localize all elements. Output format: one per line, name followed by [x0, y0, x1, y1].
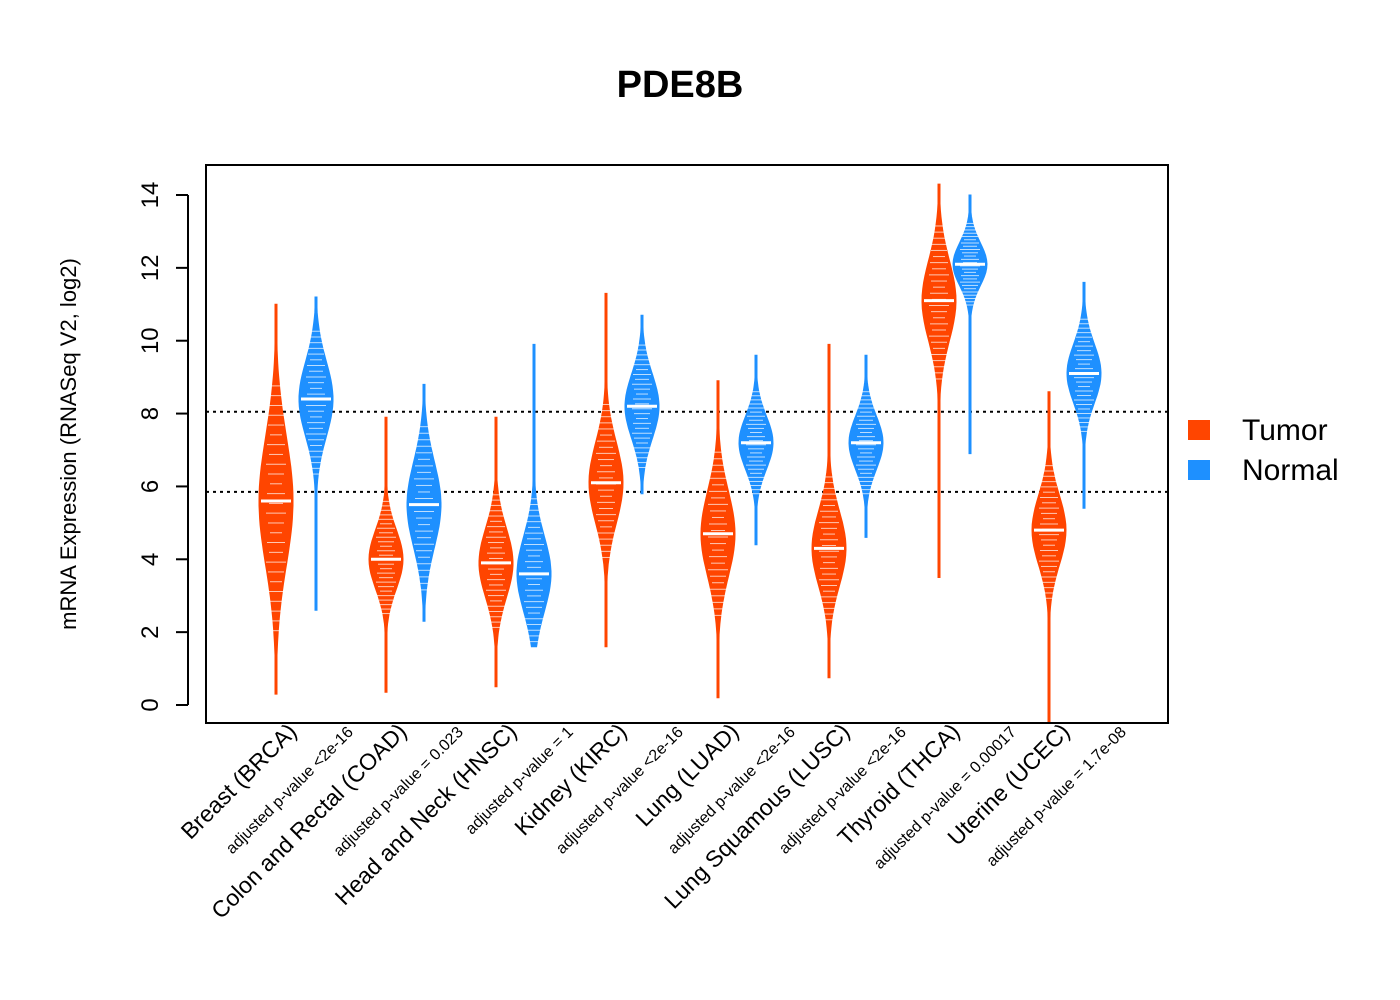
tumor-violin-body — [588, 292, 624, 648]
y-tick-label: 12 — [137, 255, 164, 282]
normal-violin — [406, 383, 442, 622]
tumor-violin — [478, 416, 514, 688]
legend: Tumor Normal — [1188, 414, 1339, 487]
normal-violin-body — [516, 343, 552, 648]
tumor-violin — [258, 303, 294, 695]
legend-swatch-normal — [1188, 460, 1210, 480]
tumor-violin — [700, 380, 736, 699]
y-tick-label: 8 — [137, 407, 164, 420]
x-category-label: Breast (BRCA) — [176, 718, 302, 844]
tumor-violin — [811, 343, 847, 679]
legend-label-tumor: Tumor — [1242, 414, 1328, 447]
y-tick-label: 6 — [137, 480, 164, 493]
y-tick-label: 0 — [137, 698, 164, 711]
tumor-violin-body — [258, 303, 294, 695]
tumor-violin-body — [700, 380, 736, 699]
legend-label-normal: Normal — [1242, 454, 1339, 487]
tumor-violin — [368, 416, 404, 693]
y-tick-label: 2 — [137, 625, 164, 638]
tumor-violin — [921, 183, 957, 578]
normal-violin — [952, 194, 988, 455]
tumor-violin-body — [1031, 391, 1067, 723]
normal-violin — [738, 354, 774, 546]
normal-violin-body — [738, 354, 774, 546]
x-axis: Breast (BRCA)adjusted p-value <2e-16Colo… — [176, 718, 1130, 923]
plot-area — [206, 183, 1168, 723]
y-tick-label: 10 — [137, 327, 164, 354]
tumor-violin-body — [921, 183, 957, 578]
tumor-violin — [588, 292, 624, 648]
normal-violin-body — [624, 314, 660, 495]
normal-violin-body — [406, 383, 442, 622]
normal-violin-body — [848, 354, 884, 538]
normal-violin-body — [298, 296, 334, 611]
normal-violin — [1066, 281, 1102, 509]
plot-frame — [205, 164, 1169, 724]
y-axis: 0 2 4 6 8 10 12 14 — [137, 182, 189, 712]
normal-violin — [298, 296, 334, 611]
legend-swatch-tumor — [1188, 420, 1210, 440]
y-axis-label: mRNA Expression (RNASeq V2, log2) — [56, 258, 81, 630]
normal-violin — [624, 314, 660, 495]
chart-title: PDE8B — [617, 64, 744, 106]
normal-violin — [848, 354, 884, 538]
normal-violin-body — [952, 194, 988, 455]
y-tick-label: 4 — [137, 553, 164, 566]
y-tick-label: 14 — [137, 182, 164, 209]
normal-violin — [516, 343, 552, 648]
tumor-violin — [1031, 391, 1067, 723]
tumor-violin-body — [478, 416, 514, 688]
